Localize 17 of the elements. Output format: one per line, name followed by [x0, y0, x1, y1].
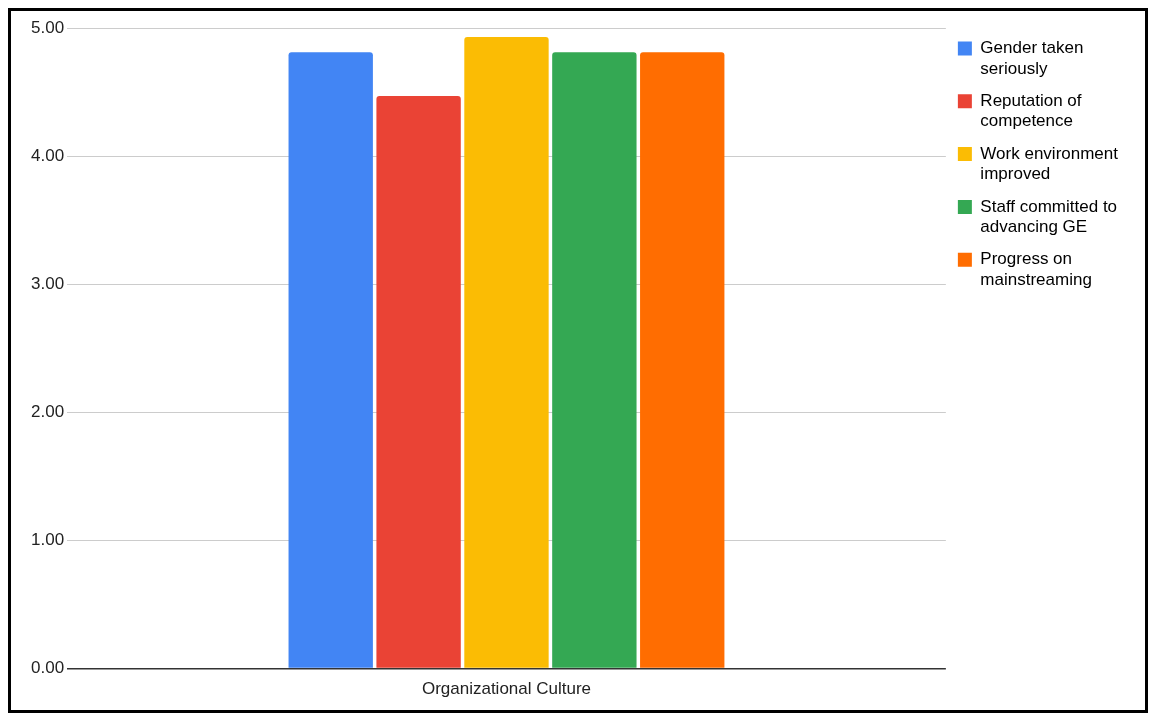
legend-label: Work environment improved — [980, 143, 1119, 184]
y-tick-label: 5.00 — [30, 17, 65, 37]
y-tick-label: 3.00 — [30, 273, 65, 293]
bar — [288, 52, 373, 668]
bar — [552, 52, 637, 668]
bar — [376, 95, 461, 668]
legend-label: Staff committed to advancing GE — [980, 196, 1118, 236]
legend-label: Reputation of competence — [980, 90, 1082, 131]
bar — [464, 36, 549, 668]
y-tick-label: 4.00 — [30, 145, 65, 165]
bar — [640, 52, 725, 668]
y-tick-label: 1.00 — [30, 530, 65, 550]
x-tick-label: Organizational Culture — [421, 679, 592, 699]
legend-label: Progress on mainstreaming — [980, 249, 1092, 289]
legend-label: Gender taken seriously — [980, 38, 1084, 78]
y-tick-label: 2.00 — [30, 402, 65, 422]
y-tick-label: 0.00 — [30, 658, 65, 678]
